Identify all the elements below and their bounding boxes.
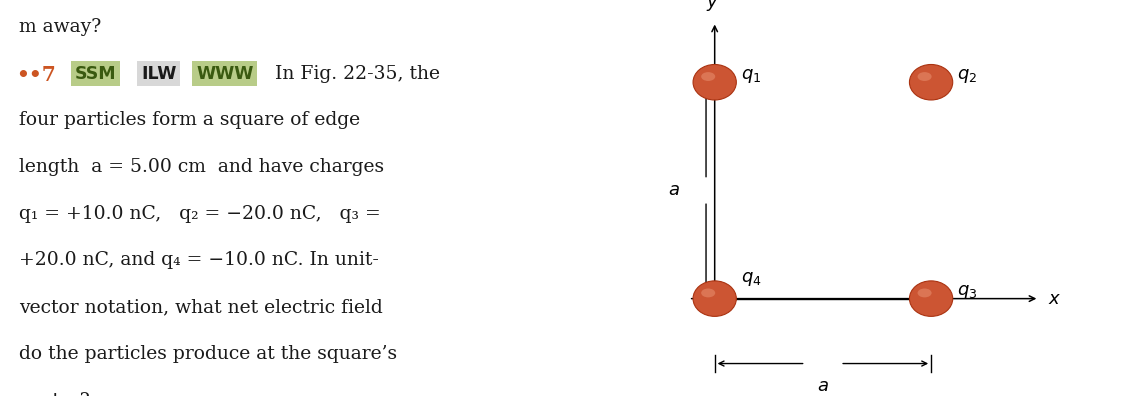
Text: $q_4$: $q_4$ <box>740 270 762 288</box>
Ellipse shape <box>693 281 737 316</box>
Text: ••7: ••7 <box>16 65 56 85</box>
Text: vector notation, what net electric field: vector notation, what net electric field <box>19 298 384 316</box>
Text: SSM: SSM <box>74 65 116 82</box>
Text: ILW: ILW <box>141 65 177 82</box>
Text: $q_2$: $q_2$ <box>957 67 978 85</box>
Text: q₁ = +10.0 nC,   q₂ = −20.0 nC,   q₃ =: q₁ = +10.0 nC, q₂ = −20.0 nC, q₃ = <box>19 205 381 223</box>
Text: WWW: WWW <box>196 65 253 82</box>
Ellipse shape <box>909 65 953 100</box>
Text: length  a = 5.00 cm  and have charges: length a = 5.00 cm and have charges <box>19 158 385 176</box>
Text: $a$: $a$ <box>667 181 680 200</box>
Text: m away?: m away? <box>19 18 101 36</box>
Text: center?: center? <box>19 392 90 396</box>
Text: $x$: $x$ <box>1047 289 1061 308</box>
Ellipse shape <box>701 289 716 297</box>
Text: +20.0 nC, and q₄ = −10.0 nC. In unit-: +20.0 nC, and q₄ = −10.0 nC. In unit- <box>19 251 379 269</box>
Ellipse shape <box>918 289 931 297</box>
Ellipse shape <box>918 72 931 81</box>
Text: $a$: $a$ <box>817 377 829 394</box>
Text: In Fig. 22-35, the: In Fig. 22-35, the <box>274 65 440 82</box>
Text: $y$: $y$ <box>705 0 719 13</box>
Ellipse shape <box>909 281 953 316</box>
Text: four particles form a square of edge: four particles form a square of edge <box>19 111 360 129</box>
Text: $q_3$: $q_3$ <box>957 283 978 301</box>
Ellipse shape <box>701 72 716 81</box>
Text: $q_1$: $q_1$ <box>740 67 760 85</box>
Ellipse shape <box>693 65 737 100</box>
Text: do the particles produce at the square’s: do the particles produce at the square’s <box>19 345 397 363</box>
